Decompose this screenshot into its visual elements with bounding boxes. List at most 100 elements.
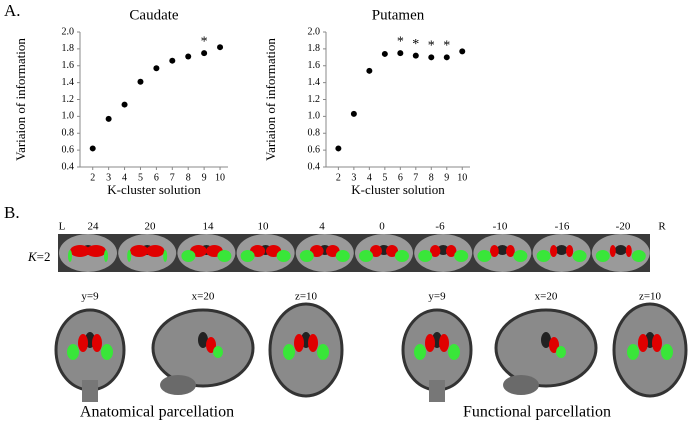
caption: Anatomical parcellation — [80, 404, 234, 421]
y-tick-label: 0.6 — [62, 144, 75, 155]
view-label: y=9 — [81, 291, 99, 303]
region-green — [127, 250, 132, 262]
x-tick-label: 2 — [90, 172, 95, 183]
brain — [54, 308, 126, 392]
region-green — [454, 250, 469, 262]
k-value: =2 — [37, 249, 51, 264]
region-red — [146, 245, 165, 257]
brain-slice — [414, 234, 473, 272]
region-red — [386, 245, 398, 257]
y-tick-label: 2.0 — [62, 26, 75, 37]
region-red — [439, 334, 449, 352]
brain — [268, 302, 344, 398]
brainstem — [82, 380, 98, 402]
region-green — [299, 250, 314, 262]
point — [105, 115, 112, 122]
y-tick-label: 2.0 — [308, 26, 321, 37]
x-tick-label: 4 — [367, 172, 372, 183]
brain-slice — [591, 234, 650, 272]
region-green — [477, 250, 492, 262]
region-red — [310, 245, 324, 257]
region-green — [395, 250, 409, 262]
region-green — [68, 250, 72, 262]
y-tick-label: 0.4 — [308, 161, 321, 172]
view-label: x=20 — [192, 291, 215, 303]
brain-slice — [473, 234, 532, 272]
x-tick-label: 9 — [444, 172, 449, 183]
brain-slice — [355, 234, 413, 272]
point — [137, 78, 144, 85]
y-tick-label: 1.2 — [308, 94, 321, 105]
x-tick-label: 2 — [336, 172, 341, 183]
point — [153, 65, 160, 72]
x-tick-label: 9 — [202, 172, 207, 183]
region-green — [213, 346, 223, 358]
ventricle — [541, 332, 551, 348]
ventricle — [496, 245, 509, 255]
region-green — [283, 344, 295, 360]
panel-label: B. — [4, 203, 20, 222]
y-tick-label: 0.8 — [308, 128, 321, 139]
point — [459, 48, 466, 55]
x-tick-label: 5 — [138, 172, 143, 183]
region-red — [506, 245, 515, 257]
region-green — [627, 344, 639, 360]
annotation: * — [443, 39, 450, 54]
region-green — [317, 344, 329, 360]
brain — [612, 302, 688, 398]
region-red — [550, 245, 558, 257]
region-red — [425, 334, 435, 352]
point — [89, 145, 96, 152]
cerebellum — [160, 375, 196, 395]
ventricle — [555, 245, 568, 255]
chart-title: Caudate — [129, 7, 178, 23]
region-red — [609, 245, 616, 257]
annotation: * — [428, 39, 435, 54]
brain-view — [494, 308, 598, 395]
point — [350, 110, 357, 117]
region-red — [70, 245, 90, 257]
slice-label: R — [658, 221, 666, 233]
chart-title: Putamen — [372, 7, 425, 23]
x-tick-label: 3 — [106, 172, 111, 183]
slice-label: -16 — [555, 221, 570, 233]
brain-view — [401, 308, 473, 402]
region-green — [631, 250, 646, 262]
region-red — [652, 334, 662, 352]
point — [412, 52, 419, 59]
region-red — [92, 334, 102, 352]
slice-label: -10 — [493, 221, 508, 233]
point — [217, 44, 224, 51]
brainstem — [429, 380, 445, 402]
point — [185, 53, 192, 60]
y-tick-label: 1.0 — [308, 111, 321, 122]
k-symbol: K — [27, 249, 38, 264]
region-green — [217, 250, 232, 262]
slice-label: -20 — [616, 221, 631, 233]
point — [335, 145, 342, 152]
region-green — [67, 344, 79, 360]
region-red — [308, 334, 318, 352]
region-red — [326, 245, 340, 257]
region-red — [86, 245, 106, 257]
region-red — [78, 334, 88, 352]
view-label: z=10 — [639, 291, 662, 303]
point — [366, 67, 373, 74]
point — [169, 57, 176, 64]
slice-label: 24 — [88, 221, 100, 233]
brain-slice — [236, 234, 295, 272]
region-green — [359, 250, 373, 262]
view-label: x=20 — [535, 291, 558, 303]
brain-slice — [59, 234, 117, 272]
x-tick-label: 3 — [351, 172, 356, 183]
k-label: K=2 — [27, 249, 51, 264]
region-red — [490, 245, 499, 257]
region-green — [418, 250, 433, 262]
y-tick-label: 1.6 — [62, 60, 75, 71]
y-axis-label: Variaion of information — [263, 38, 278, 161]
annotation: * — [397, 34, 404, 49]
brain — [401, 308, 473, 392]
slice-label: 4 — [319, 221, 325, 233]
y-tick-label: 0.6 — [308, 144, 321, 155]
